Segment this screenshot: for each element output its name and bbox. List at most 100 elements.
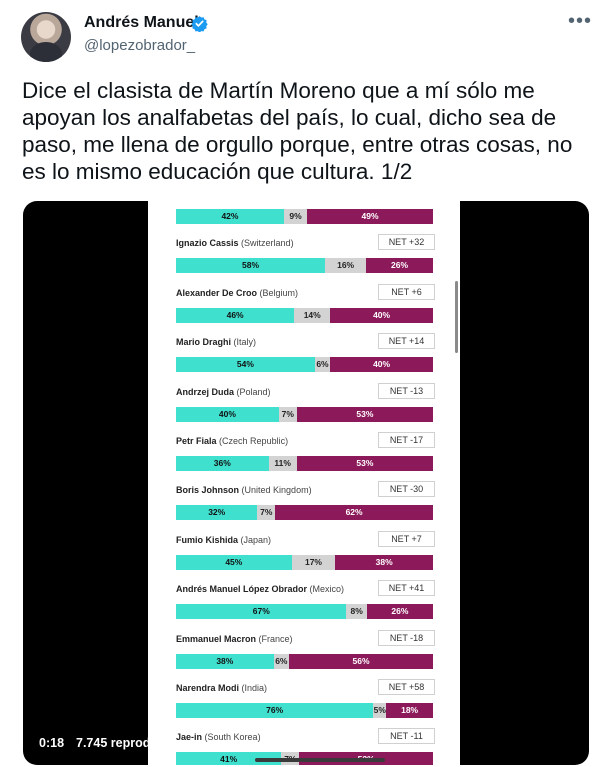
- neutral-segment: 6%: [314, 357, 331, 373]
- net-score-badge: NET -13: [378, 382, 435, 399]
- video-frame-scrollbar: [455, 281, 458, 353]
- video-time: 0:18: [39, 736, 65, 750]
- leader-label: Andrzej Duda (Poland): [176, 387, 271, 397]
- leader-name: Fumio Kishida: [176, 534, 239, 545]
- leader-country: (United Kingdom): [241, 485, 312, 496]
- leader-label: Andrés Manuel López Obrador (Mexico): [176, 584, 344, 594]
- leader-country: (Japan): [240, 534, 272, 545]
- approve-segment: 54%: [176, 357, 315, 373]
- approve-segment: 40%: [176, 406, 279, 422]
- neutral-segment: 9%: [283, 209, 308, 224]
- leader-name: Alexander De Croo: [176, 287, 258, 298]
- disapprove-segment: 38%: [335, 554, 433, 570]
- leader-country: (Czech Republic): [219, 436, 289, 446]
- approval-bar: 42% 9% 49%: [176, 209, 433, 224]
- leader-label: Fumio Kishida (Japan): [176, 535, 271, 545]
- neutral-segment: 8%: [346, 604, 367, 620]
- leader-name: Andrés Manuel López Obrador: [176, 584, 308, 595]
- approval-bar: 54% 6% 40%: [176, 357, 433, 373]
- approval-bar: 32% 7% 62%: [176, 505, 433, 521]
- neutral-segment: 7%: [257, 505, 276, 521]
- approve-segment: 36%: [176, 456, 269, 471]
- neutral-segment: 17%: [291, 554, 336, 570]
- disapprove-segment: 56%: [289, 653, 433, 669]
- leader-name: Andrzej Duda: [176, 386, 235, 397]
- neutral-segment: 6%: [273, 653, 290, 669]
- verified-badge-icon: [191, 16, 208, 32]
- approval-bar: 46% 14% 40%: [176, 307, 433, 323]
- disapprove-segment: 40%: [330, 357, 433, 373]
- video-views: 7.745 reproducciones: [76, 736, 205, 750]
- net-score-badge: NET -11: [378, 728, 435, 745]
- net-score-badge: NET +58: [378, 679, 435, 695]
- leader-name: Emmanuel Macron: [176, 633, 257, 644]
- approval-bar: 38% 6% 56%: [176, 653, 433, 669]
- video-player[interactable]: 42% 9% 49% Ignazio Cassis (Switzerland) NET …: [23, 201, 589, 765]
- leader-label: Narendra Modi (India): [176, 683, 267, 693]
- approval-bar: 67% 8% 26%: [176, 604, 433, 620]
- disapprove-segment: 26%: [366, 258, 433, 274]
- approve-segment: 42%: [176, 209, 284, 224]
- leader-country: (India): [241, 683, 268, 693]
- leader-label: Mario Draghi (Italy): [176, 337, 256, 347]
- leader-country: (Italy): [233, 337, 257, 348]
- approve-segment: 32%: [176, 505, 258, 521]
- more-options-icon[interactable]: •••: [568, 10, 593, 32]
- leader-name: Mario Draghi: [176, 337, 232, 348]
- net-score-badge: NET +41: [378, 580, 435, 597]
- neutral-segment: 7%: [278, 406, 297, 422]
- net-score-badge: NET +6: [378, 283, 435, 300]
- leader-label: Emmanuel Macron (France): [176, 634, 293, 644]
- leader-label: Jae-in (South Korea): [176, 732, 261, 742]
- net-score-badge: NET -18: [378, 629, 435, 646]
- approve-segment: 67%: [176, 604, 347, 620]
- video-progress[interactable]: [255, 758, 385, 762]
- approve-segment: 41%: [176, 752, 282, 765]
- disapprove-segment: 62%: [275, 505, 433, 521]
- net-score-badge: NET +32: [378, 234, 435, 251]
- approve-segment: 45%: [176, 554, 292, 570]
- approval-bar: 45% 17% 38%: [176, 554, 433, 570]
- disapprove-segment: 26%: [366, 604, 433, 620]
- approve-segment: 58%: [176, 258, 326, 274]
- approve-segment: 38%: [176, 653, 274, 669]
- disapprove-segment: 53%: [296, 406, 433, 422]
- leader-country: (Belgium): [259, 287, 299, 298]
- leader-name: Boris Johnson: [176, 485, 240, 496]
- leader-name: Jae-in: [176, 732, 203, 743]
- leader-country: (Poland): [236, 386, 271, 397]
- approval-bar: 58% 16% 26%: [176, 258, 433, 274]
- leader-country: (France): [258, 633, 293, 644]
- net-score-badge: NET -17: [378, 432, 435, 448]
- display-name[interactable]: Andrés Manuel: [84, 14, 199, 31]
- leader-label: Ignazio Cassis (Switzerland): [176, 238, 294, 248]
- leader-name: Narendra Modi: [176, 683, 240, 693]
- leader-name: Ignazio Cassis: [176, 238, 239, 249]
- net-score-badge: NET -30: [378, 481, 435, 498]
- leader-label: Alexander De Croo (Belgium): [176, 288, 298, 298]
- disapprove-segment: 53%: [296, 456, 433, 471]
- leader-country: (South Korea): [204, 732, 261, 743]
- neutral-segment: 14%: [294, 307, 331, 323]
- disapprove-segment: 40%: [330, 307, 433, 323]
- neutral-segment: 5%: [373, 703, 387, 718]
- leader-label: Petr Fiala (Czech Republic): [176, 436, 288, 446]
- approval-bar: 40% 7% 53%: [176, 406, 433, 422]
- user-handle[interactable]: @lopezobrador_: [84, 37, 196, 54]
- approve-segment: 46%: [176, 307, 295, 323]
- net-score-badge: NET +14: [378, 333, 435, 350]
- leader-label: Boris Johnson (United Kingdom): [176, 485, 312, 495]
- approval-bar: 36% 11% 53%: [176, 456, 433, 471]
- disapprove-segment: 49%: [307, 209, 433, 224]
- neutral-segment: 11%: [268, 456, 297, 471]
- avatar[interactable]: [21, 12, 71, 62]
- approval-bar: 76% 5% 18%: [176, 703, 433, 718]
- disapprove-segment: 18%: [386, 703, 433, 718]
- leader-name: Petr Fiala: [176, 436, 217, 446]
- neutral-segment: 16%: [325, 258, 367, 274]
- leader-country: (Switzerland): [241, 238, 294, 249]
- net-score-badge: NET +7: [378, 530, 435, 547]
- tweet-text: Dice el clasista de Martín Moreno que a …: [22, 78, 573, 184]
- leader-country: (Mexico): [309, 584, 345, 595]
- approve-segment: 76%: [176, 703, 374, 718]
